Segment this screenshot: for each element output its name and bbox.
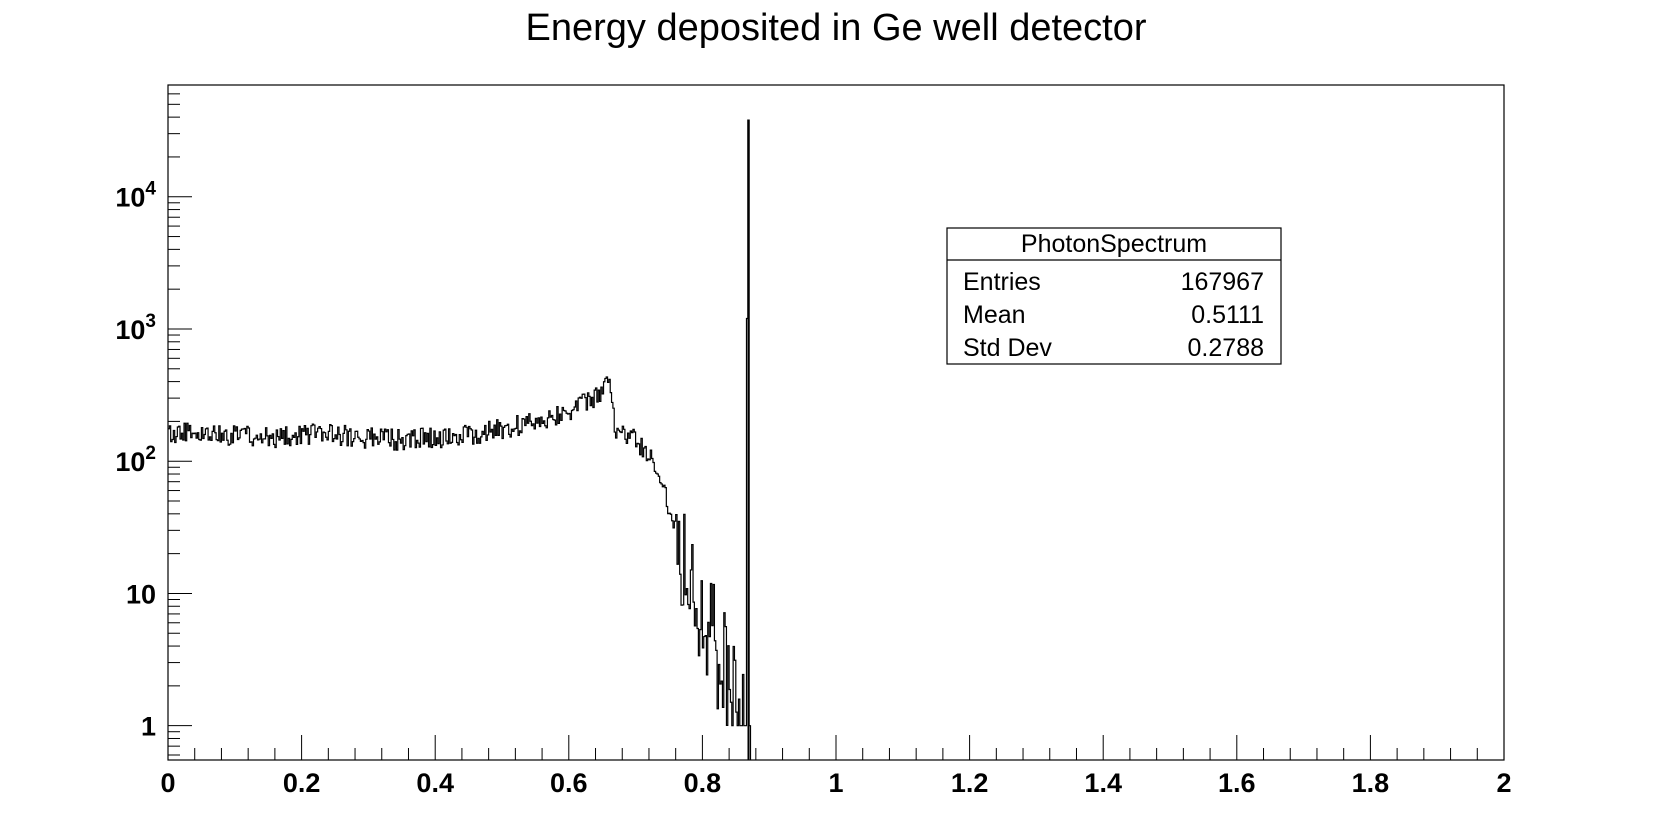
y-tick-label: 10 [126, 579, 156, 609]
x-tick-label: 0.8 [684, 768, 722, 798]
y-axis: 1 10 102 103 104 [115, 84, 192, 756]
stats-box: PhotonSpectrum Entries 167967 Mean 0.511… [946, 227, 1282, 365]
y-tick-label: 103 [115, 311, 156, 345]
stats-label-mean: Mean [963, 301, 1026, 329]
y-tick-label: 104 [115, 179, 156, 213]
y-tick-label: 102 [115, 443, 156, 477]
stats-box-frame [946, 227, 1282, 365]
chart-title: Energy deposited in Ge well detector [525, 7, 1146, 49]
x-tick-label: 0.6 [550, 768, 588, 798]
x-tick-label: 1.6 [1218, 768, 1256, 798]
x-tick-label: 1.2 [951, 768, 989, 798]
y-tick-label: 1 [141, 712, 156, 742]
stats-value-mean: 0.5111 [1191, 301, 1264, 329]
x-tick-label: 1 [828, 768, 843, 798]
histogram-line [168, 119, 752, 760]
x-axis: 0 0.2 0.4 0.6 0.8 1 1.2 1.4 1.6 1.8 2 [160, 735, 1512, 798]
x-tick-label: 0 [160, 768, 175, 798]
x-tick-label: 1.8 [1352, 768, 1390, 798]
stats-value-entries: 167967 [1181, 268, 1264, 296]
stats-box-title: PhotonSpectrum [1021, 230, 1207, 258]
plot-frame [167, 84, 1505, 761]
x-tick-label: 0.4 [416, 768, 454, 798]
stats-label-stddev: Std Dev [963, 334, 1052, 362]
stats-value-stddev: 0.2788 [1188, 334, 1264, 362]
stats-label-entries: Entries [963, 268, 1041, 296]
x-tick-label: 1.4 [1084, 768, 1122, 798]
x-tick-label: 0.2 [283, 768, 321, 798]
x-tick-label: 2 [1496, 768, 1511, 798]
